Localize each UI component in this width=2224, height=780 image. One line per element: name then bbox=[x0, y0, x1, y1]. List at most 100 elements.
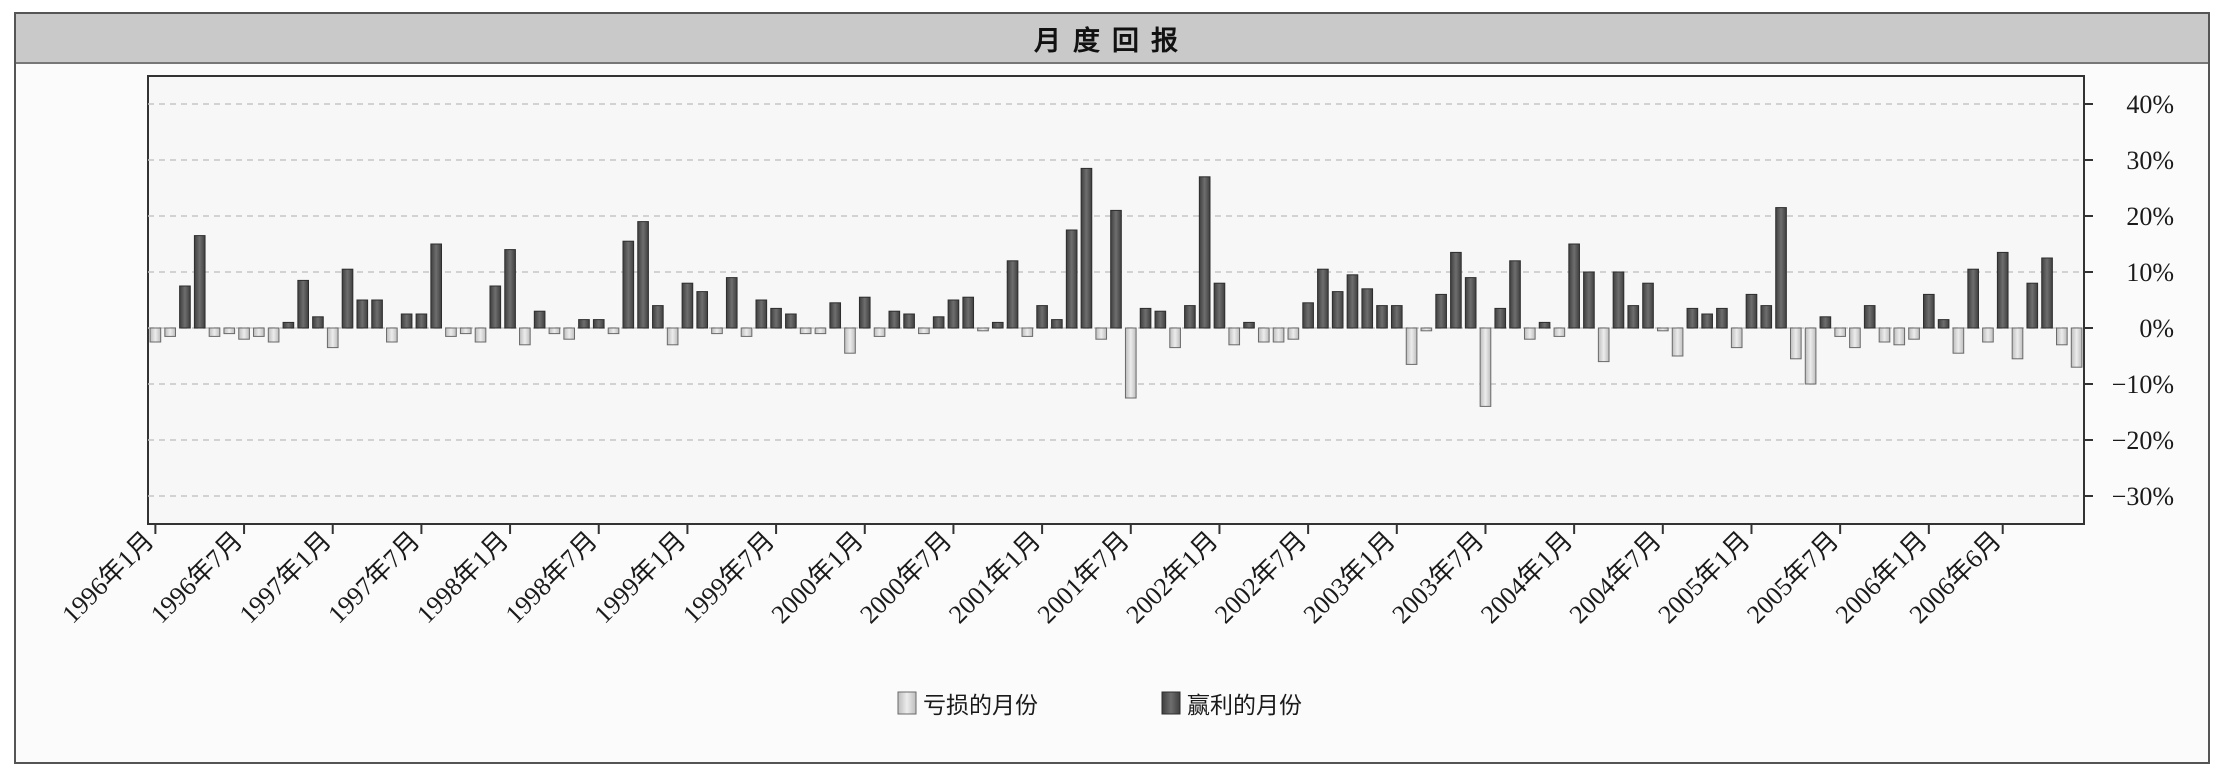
bar-loss bbox=[2070, 327, 2083, 368]
x-tick-label: 1997年1月 bbox=[234, 526, 337, 629]
bar-loss bbox=[1228, 327, 1241, 346]
bar-gain bbox=[1642, 282, 1654, 329]
bar-gain bbox=[1139, 307, 1152, 329]
bar-loss bbox=[223, 327, 236, 335]
bar-gain bbox=[770, 307, 782, 329]
y-tick-label: −10% bbox=[2112, 370, 2174, 399]
x-tick-label: 1998年1月 bbox=[411, 526, 514, 629]
x-tick-label: 2000年1月 bbox=[766, 526, 869, 629]
bar-gain bbox=[1435, 293, 1447, 329]
bar-gain bbox=[755, 299, 768, 329]
legend-swatch-gain bbox=[1161, 691, 1181, 715]
bar-loss bbox=[2011, 327, 2024, 360]
bar-loss bbox=[474, 327, 487, 343]
bars-layer bbox=[149, 167, 2083, 407]
bar-gain bbox=[1376, 305, 1388, 329]
bar-gain bbox=[652, 305, 664, 329]
bar-loss bbox=[1021, 327, 1034, 337]
x-tick-label: 2004年7月 bbox=[1564, 526, 1667, 629]
bar-loss bbox=[238, 327, 250, 340]
bar-gain bbox=[725, 277, 738, 329]
bar-loss bbox=[1272, 327, 1285, 343]
bar-gain bbox=[1760, 305, 1773, 329]
bar-loss bbox=[1656, 327, 1669, 332]
bar-gain bbox=[179, 285, 191, 329]
x-tick-label: 2005年7月 bbox=[1741, 526, 1844, 629]
bar-gain bbox=[1317, 268, 1329, 329]
bar-loss bbox=[1730, 327, 1743, 349]
y-tick-label: 10% bbox=[2126, 258, 2174, 287]
bar-loss bbox=[918, 327, 930, 335]
bar-gain bbox=[533, 310, 546, 329]
x-tick-label: 1997年7月 bbox=[322, 526, 425, 629]
bar-gain bbox=[1996, 251, 2009, 329]
bar-gain bbox=[932, 316, 945, 329]
bar-loss bbox=[1893, 327, 1906, 346]
bar-gain bbox=[1494, 307, 1507, 329]
bar-loss bbox=[1124, 327, 1137, 399]
bar-gain bbox=[1036, 305, 1048, 329]
bar-gain bbox=[622, 240, 635, 329]
bar-gain bbox=[1006, 260, 1019, 329]
bar-loss bbox=[149, 327, 162, 343]
y-tick-label: 0% bbox=[2139, 314, 2174, 343]
bar-gain bbox=[430, 243, 443, 329]
bar-loss bbox=[1553, 327, 1566, 337]
bar-gain bbox=[829, 302, 842, 329]
x-tick-label: 2002年1月 bbox=[1120, 526, 1223, 629]
bar-gain bbox=[858, 296, 871, 329]
bar-gain bbox=[962, 296, 975, 329]
bar-loss bbox=[1095, 327, 1108, 340]
bar-loss bbox=[208, 327, 221, 337]
bar-gain bbox=[504, 249, 516, 329]
bar-gain bbox=[356, 299, 369, 329]
bar-loss bbox=[1834, 327, 1846, 337]
y-tick-label: 30% bbox=[2126, 146, 2174, 175]
bar-gain bbox=[1612, 271, 1625, 329]
chart-title: 月度回报 bbox=[1034, 25, 1190, 57]
bar-gain bbox=[991, 321, 1004, 329]
bar-gain bbox=[888, 310, 901, 329]
bar-loss bbox=[1420, 327, 1433, 332]
y-tick-label: −30% bbox=[2112, 482, 2174, 511]
legend-label-loss: 亏损的月份 bbox=[923, 693, 1038, 719]
x-tick-label: 2001年1月 bbox=[943, 526, 1046, 629]
bar-gain bbox=[1627, 305, 1640, 329]
bar-gain bbox=[1198, 176, 1211, 329]
bar-gain bbox=[1390, 305, 1403, 329]
bar-loss bbox=[386, 327, 398, 343]
x-axis: 1996年1月1996年7月1997年1月1997年7月1998年1月1998年… bbox=[56, 524, 2007, 629]
bar-loss bbox=[1789, 327, 1802, 360]
bar-loss bbox=[814, 327, 827, 335]
bar-loss bbox=[548, 327, 561, 335]
bar-gain bbox=[1583, 271, 1595, 329]
bar-gain bbox=[1110, 209, 1122, 329]
bar-gain bbox=[1213, 282, 1226, 329]
bar-loss bbox=[164, 327, 176, 337]
bar-loss bbox=[519, 327, 531, 346]
bar-gain bbox=[1819, 316, 1832, 329]
bar-gain bbox=[312, 316, 324, 329]
x-tick-label: 1996年1月 bbox=[56, 526, 159, 629]
bar-loss bbox=[459, 327, 472, 335]
bar-gain bbox=[1863, 305, 1876, 329]
y-tick-label: −20% bbox=[2112, 426, 2174, 455]
bar-loss bbox=[563, 327, 576, 340]
bar-gain bbox=[1346, 274, 1359, 329]
chart-title-bar: 月度回报 bbox=[16, 14, 2208, 64]
bar-loss bbox=[1982, 327, 1994, 343]
bar-gain bbox=[1937, 319, 1950, 329]
bar-gain bbox=[1745, 293, 1758, 329]
legend-label-gain: 赢利的月份 bbox=[1187, 693, 1302, 719]
bar-gain bbox=[341, 268, 354, 329]
x-tick-label: 2002年7月 bbox=[1209, 526, 1312, 629]
bar-gain bbox=[415, 313, 428, 329]
bar-gain bbox=[1361, 288, 1374, 329]
bar-loss bbox=[1804, 327, 1817, 385]
bar-loss bbox=[1405, 327, 1418, 365]
bar-gain bbox=[1967, 268, 1979, 329]
bar-gain bbox=[592, 319, 605, 329]
bar-loss bbox=[711, 327, 723, 335]
bar-gain bbox=[696, 291, 709, 329]
